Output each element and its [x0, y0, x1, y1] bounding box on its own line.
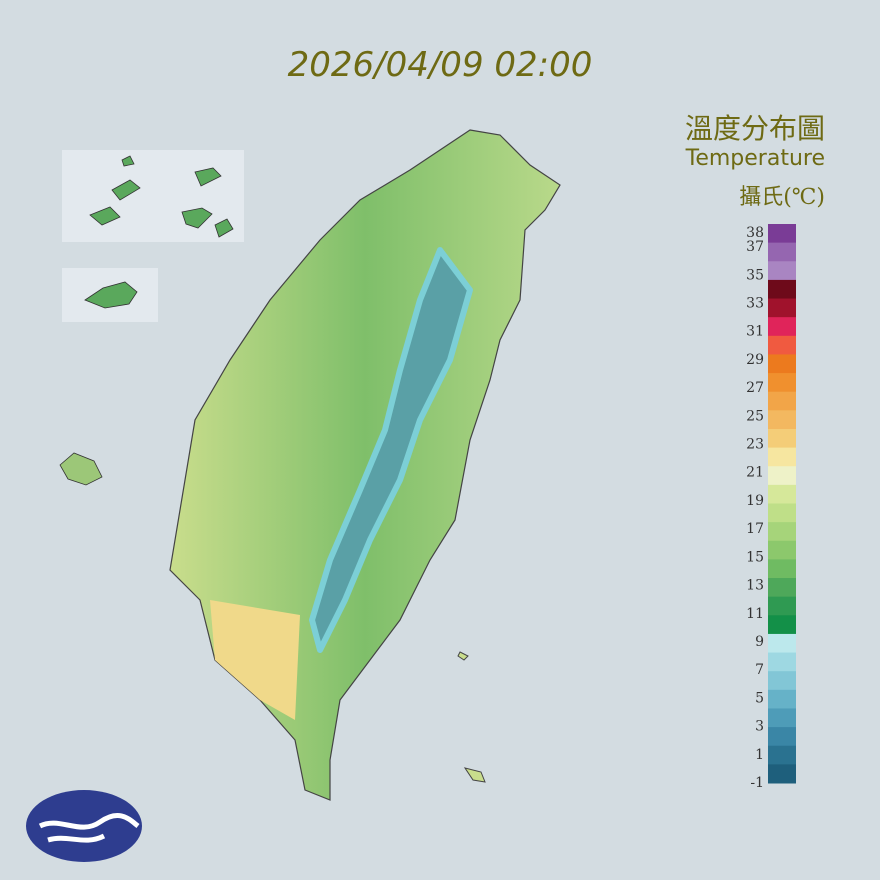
legend-tick-label: 25 — [746, 408, 764, 424]
legend-tick-label: 3 — [755, 719, 764, 735]
legend-swatch — [768, 540, 796, 560]
legend-unit: 攝氏(℃) — [739, 185, 825, 210]
legend-tick-label: 21 — [746, 465, 764, 481]
legend-swatch — [768, 428, 796, 449]
timestamp: 2026/04/09 02:00 — [288, 45, 593, 85]
penghu — [59, 452, 103, 486]
legend-tick-label: 15 — [746, 549, 764, 565]
legend-swatch — [768, 279, 796, 300]
legend-tick-label: 11 — [746, 606, 764, 622]
legend-swatch — [768, 447, 796, 467]
legend-swatch — [768, 671, 796, 691]
legend-swatch — [768, 466, 796, 486]
legend-tick-label: 31 — [746, 324, 764, 340]
legend-swatch — [768, 317, 796, 337]
warm-area — [210, 600, 300, 720]
legend-tick-label: 1 — [755, 747, 764, 763]
legend-swatch — [768, 745, 796, 765]
legend-tick-label: 13 — [746, 578, 764, 594]
legend-swatch — [768, 484, 796, 504]
legend-tick-label: 9 — [755, 634, 764, 650]
legend-swatch — [768, 764, 796, 784]
islet — [457, 651, 486, 783]
legend-tick-label: 33 — [746, 296, 764, 312]
legend-swatch — [768, 708, 796, 728]
legend-swatch — [768, 391, 796, 411]
legend-tick-label: 23 — [746, 437, 764, 453]
legend-swatch — [768, 242, 796, 262]
legend-tick-label: 38 — [746, 225, 764, 241]
legend-subtitle: Temperature — [685, 146, 825, 171]
legend-swatch — [768, 596, 796, 616]
legend-swatch — [768, 615, 796, 635]
legend-swatch — [768, 578, 796, 598]
legend-swatch — [768, 373, 796, 393]
legend-swatch — [768, 633, 796, 654]
legend-tick-label: 7 — [755, 662, 764, 678]
legend-tick-label: 29 — [746, 352, 764, 368]
legend-swatch — [768, 410, 796, 430]
legend-swatch — [768, 503, 796, 523]
legend-swatch — [768, 559, 796, 579]
legend-tick-label: 19 — [746, 493, 764, 509]
legend-tick-label: -1 — [750, 775, 764, 791]
legend-swatch — [768, 298, 796, 318]
inset-islands — [89, 155, 234, 238]
legend-swatch — [768, 689, 796, 709]
legend-tick-label: 17 — [746, 521, 764, 537]
inset-islands — [84, 281, 138, 309]
legend-swatch — [768, 522, 796, 542]
legend-swatch — [768, 261, 796, 281]
legend-swatch — [768, 224, 796, 244]
legend-swatch — [768, 354, 796, 374]
legend-tick-label: 27 — [746, 380, 764, 396]
legend-swatch — [768, 727, 796, 747]
legend-tick-label: 35 — [746, 267, 764, 283]
legend-tick-label: 5 — [755, 690, 764, 706]
logo-swirl — [38, 813, 140, 843]
inset-box — [62, 150, 244, 242]
legend-swatch — [768, 335, 796, 355]
mountain-cold — [309, 247, 473, 653]
legend-swatch — [768, 652, 796, 672]
legend-tick-label: 37 — [746, 239, 764, 255]
legend-title: 溫度分布圖 — [685, 112, 825, 145]
